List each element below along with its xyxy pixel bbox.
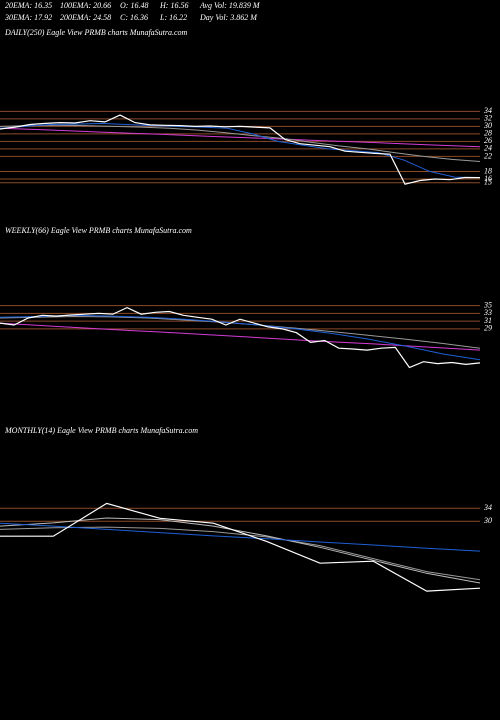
- price-line: [0, 306, 481, 369]
- stat-label: 100EMA: 20.66: [60, 1, 111, 10]
- price-line: [0, 127, 481, 148]
- panel-title: DAILY(250) Eagle View PRMB charts Munafa…: [4, 28, 188, 37]
- level-label: 24: [484, 144, 492, 153]
- level-label: 18: [484, 166, 492, 175]
- price-line: [0, 124, 481, 162]
- stat-label: L: 16.22: [159, 13, 187, 22]
- panel-title: WEEKLY(66) Eagle View PRMB charts Munafa…: [5, 226, 192, 235]
- stat-label: C: 16.36: [120, 13, 148, 22]
- level-label: 30: [483, 516, 492, 525]
- price-line: [0, 522, 481, 552]
- stat-label: H: 16.56: [159, 1, 188, 10]
- level-label: 29: [484, 324, 492, 333]
- stat-label: 20EMA: 16.35: [5, 1, 52, 10]
- level-label: 34: [483, 106, 492, 115]
- level-label: 35: [483, 301, 492, 310]
- level-label: 34: [483, 503, 492, 512]
- level-label: 22: [484, 151, 492, 160]
- level-label: 26: [484, 136, 492, 145]
- stat-label: O: 16.48: [120, 1, 148, 10]
- panel-title: MONTHLY(14) Eagle View PRMB charts Munaf…: [4, 426, 198, 435]
- level-label: 15: [484, 178, 492, 187]
- stat-label: Day Vol: 3.862 M: [199, 13, 258, 22]
- level-label: 28: [484, 129, 492, 138]
- level-label: 30: [483, 121, 492, 130]
- stat-label: 30EMA: 17.92: [4, 13, 52, 22]
- price-line: [0, 502, 481, 592]
- level-label: 32: [483, 114, 492, 123]
- stat-label: Avg Vol: 19.839 M: [199, 1, 261, 10]
- price-line: [0, 114, 481, 185]
- stat-label: 200EMA: 24.58: [60, 13, 111, 22]
- price-line: [0, 314, 481, 361]
- level-label: 33: [483, 308, 492, 317]
- level-label: 31: [483, 316, 492, 325]
- price-line: [0, 122, 481, 179]
- level-label: 16: [484, 174, 492, 183]
